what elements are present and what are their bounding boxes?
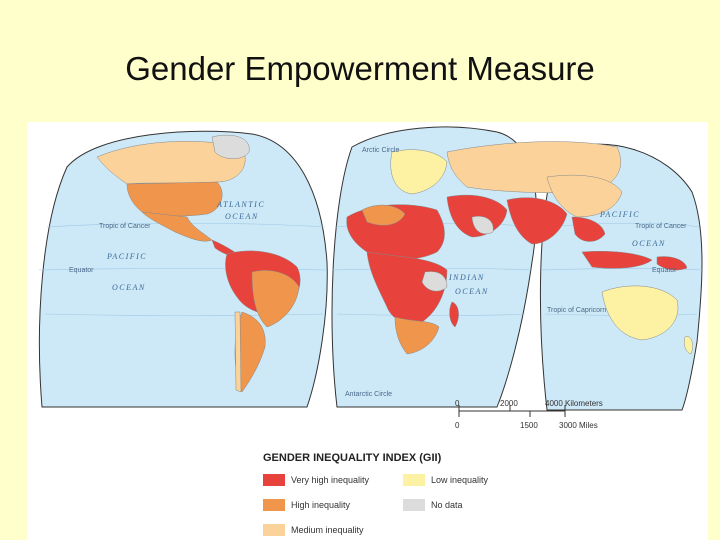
scale-km-4000: 4000 Kilometers (545, 399, 603, 408)
legend-label-high: High inequality (291, 500, 351, 510)
antarctic-circle-label: Antarctic Circle (345, 391, 392, 398)
africa-nodata (421, 271, 448, 292)
morocco-algeria (361, 204, 406, 226)
legend-item-medium: Medium inequality (263, 524, 364, 536)
world-map: ATLANTIC OCEAN PACIFIC OCEAN PACIFIC OCE… (38, 126, 703, 411)
legend-label-very-high: Very high inequality (291, 475, 370, 485)
legend-swatch-medium (263, 524, 285, 536)
australia (601, 285, 679, 341)
chile-strip (234, 311, 242, 393)
equator-east-label: Equator (652, 267, 677, 274)
tropic-cancer-west-label: Tropic of Cancer (99, 223, 151, 230)
scale-mi-3000: 3000 Miles (559, 421, 598, 430)
southern-africa (394, 316, 440, 355)
legend-swatch-no-data (403, 499, 425, 511)
indonesia (581, 251, 653, 269)
new-zealand (684, 336, 693, 355)
legend-label-low: Low inequality (431, 475, 489, 485)
legend-item-very-high: Very high inequality (263, 474, 369, 486)
legend-item-low: Low inequality (403, 474, 488, 486)
scale-km-0: 0 (455, 399, 460, 408)
scale-mi-0: 0 (455, 421, 460, 430)
legend-label-no-data: No data (431, 500, 463, 510)
legend-swatch-high (263, 499, 285, 511)
brazil (251, 270, 300, 328)
china (546, 174, 623, 218)
south-america-south (234, 311, 266, 393)
pacific-west-label: PACIFIC (106, 252, 147, 261)
south-asia (506, 197, 568, 245)
pacific-east-label: PACIFIC (599, 210, 640, 219)
slide-title: Gender Empowerment Measure (125, 50, 595, 87)
pacific-east-label-2: OCEAN (632, 239, 666, 248)
scale-mi-1500: 1500 (520, 421, 538, 430)
legend-item-no-data: No data (403, 499, 463, 511)
arabia-nodata (471, 216, 494, 235)
map-panel: ATLANTIC OCEAN PACIFIC OCEAN PACIFIC OCE… (27, 122, 708, 540)
legend-title: GENDER INEQUALITY INDEX (GII) (263, 452, 442, 464)
tropic-cancer-east-label: Tropic of Cancer (635, 223, 687, 230)
equator-west-label: Equator (69, 267, 94, 274)
atlantic-label: ATLANTIC (216, 200, 265, 209)
pacific-west-label-2: OCEAN (112, 283, 146, 292)
scale-bar-graphic (458, 405, 566, 417)
atlantic-label-2: OCEAN (225, 212, 259, 221)
canada (96, 141, 246, 185)
scale-bar: 0 2000 4000 Kilometers 0 1500 3000 Miles (455, 399, 605, 439)
tropic-capricorn-label: Tropic of Capricorn (547, 307, 606, 314)
southeast-asia (571, 216, 606, 242)
legend-swatch-low (403, 474, 425, 486)
arctic-circle-label: Arctic Circle (362, 147, 399, 154)
scale-km-2000: 2000 (500, 399, 518, 408)
europe (390, 149, 448, 195)
mexico (141, 211, 213, 242)
indian-label-2: OCEAN (455, 287, 489, 296)
indian-label: INDIAN (448, 273, 485, 282)
madagascar (449, 301, 459, 328)
greenland (211, 134, 250, 159)
legend-swatch-very-high (263, 474, 285, 486)
legend-label-medium: Medium inequality (291, 525, 364, 535)
papua (656, 256, 688, 271)
usa (126, 181, 223, 217)
legend-item-high: High inequality (263, 499, 350, 511)
